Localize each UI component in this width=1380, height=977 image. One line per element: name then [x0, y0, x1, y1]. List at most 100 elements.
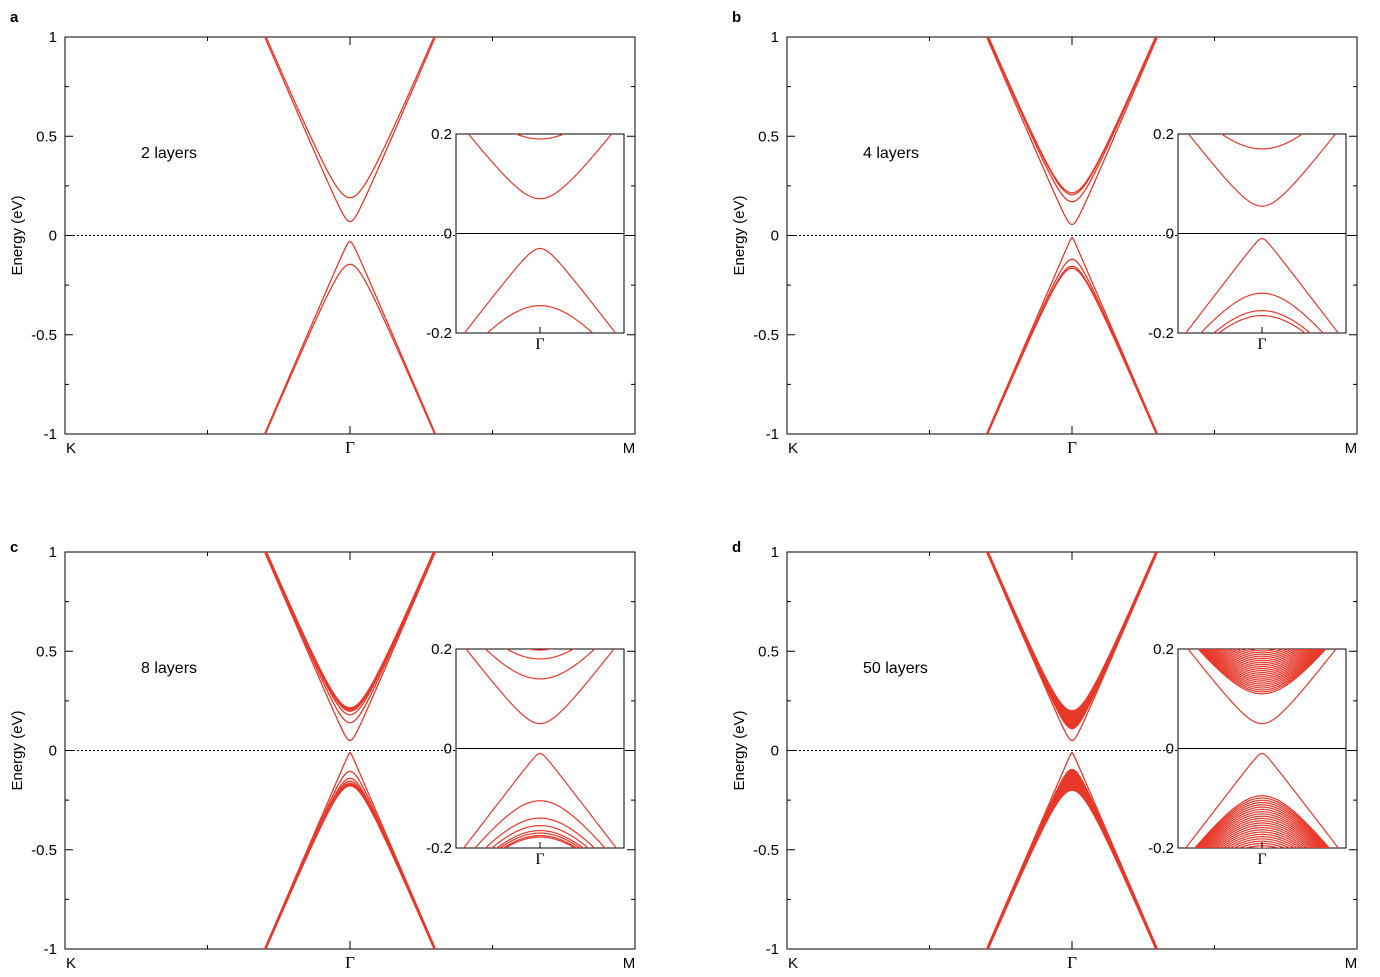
inset-band-lines: [452, 593, 628, 848]
x-tick-label: K: [788, 955, 798, 972]
inset-valence-band: [1200, 808, 1324, 848]
y-axis-label: Energy (eV): [731, 710, 748, 790]
inset-valence-band: [1205, 815, 1319, 848]
inset-valence-band: [498, 832, 582, 848]
layer-count-label: 50 layers: [863, 660, 928, 677]
inset-conduction-band: [1187, 134, 1337, 207]
conduction-band: [987, 552, 1157, 712]
inset-conduction-band: [1211, 649, 1313, 673]
inset-x-tick-label: Γ: [535, 336, 544, 353]
layer-count-label: 8 layers: [141, 660, 197, 677]
inset-valence-band: [474, 800, 606, 848]
conduction-band: [987, 552, 1157, 718]
inset-y-tick-label: 0.2: [1153, 641, 1174, 658]
inset-conduction-band: [452, 593, 628, 644]
y-tick-label: 1: [49, 29, 57, 46]
conduction-band: [986, 552, 1158, 728]
y-axis-label: Energy (eV): [9, 710, 26, 790]
conduction-band: [264, 37, 436, 223]
panel-c: 1 0.5 0 -0.5 -1 K Γ M Energy (eV) c 8 layers 0.2 0 -0…: [9, 539, 636, 972]
inset-y-tick-label: -0.2: [426, 325, 452, 342]
inset-conduction-band: [1220, 134, 1304, 150]
valence-band: [987, 789, 1157, 949]
conduction-band: [986, 552, 1158, 721]
conduction-band: [986, 552, 1158, 724]
band-lines: [263, 552, 437, 949]
inset-y-tick-label: 0: [444, 741, 452, 758]
layer-count-label: 2 layers: [141, 145, 197, 162]
y-tick-label: -1: [766, 941, 779, 958]
inset-y-tick-label: 0: [1166, 226, 1174, 243]
inset-valence-band: [1214, 826, 1310, 848]
conduction-band: [986, 552, 1158, 730]
inset-conduction-band: [465, 649, 615, 725]
inset-band-lines: [1174, 80, 1350, 333]
inset-valence-band: [1197, 801, 1327, 848]
y-tick-label: -1: [44, 426, 57, 443]
inset-y-tick-label: 0.2: [431, 126, 452, 143]
inset-valence-band: [1217, 829, 1307, 848]
inset-valence-band: [504, 836, 576, 848]
valence-band: [264, 263, 436, 434]
inset-y-tick-label: -0.2: [426, 840, 452, 857]
inset-conduction-band: [1215, 649, 1309, 670]
inset-y-tick-label: 0: [1166, 741, 1174, 758]
conduction-band: [986, 552, 1158, 727]
conduction-band: [986, 552, 1158, 727]
valence-band: [265, 785, 435, 949]
y-tick-label: 0: [771, 743, 779, 760]
conduction-band: [265, 552, 435, 709]
inset-conduction-band: [1198, 649, 1326, 693]
inset-valence-band: [463, 247, 617, 333]
inset-conduction-band: [1187, 649, 1337, 725]
inset-valence-band: [495, 829, 585, 848]
x-tick-label: Γ: [345, 438, 355, 457]
inset-conduction-band: [1200, 649, 1324, 689]
conduction-band: [986, 552, 1158, 725]
inset-conduction-band: [1197, 649, 1327, 695]
inset-valence-band: [1198, 804, 1326, 848]
band-lines: [263, 37, 437, 434]
inset-valence-band: [1228, 838, 1296, 848]
x-tick-label: M: [623, 440, 636, 457]
conduction-band: [987, 552, 1157, 714]
inset-valence-band: [1219, 831, 1305, 848]
y-tick-label: 0.5: [36, 128, 57, 145]
valence-band: [986, 265, 1158, 434]
inset-conduction-band: [1208, 649, 1316, 677]
conduction-band: [986, 552, 1158, 720]
inset: 0.2 0 -0.2 Γ: [426, 593, 628, 868]
y-tick-label: -0.5: [31, 842, 57, 859]
y-axis-label: Energy (eV): [9, 195, 26, 275]
inset-valence-band: [1208, 820, 1316, 848]
inset-y-tick-label: 0: [444, 226, 452, 243]
inset-conduction-band: [1204, 649, 1320, 683]
conduction-band: [987, 552, 1157, 714]
conduction-band: [986, 552, 1158, 724]
inset-conduction-band: [505, 649, 575, 660]
inset-conduction-band: [467, 134, 613, 200]
panel-letter: c: [10, 539, 18, 556]
inset-conduction-band: [1199, 649, 1325, 691]
x-tick-label: K: [788, 440, 798, 457]
inset-valence-band: [462, 752, 618, 848]
y-tick-label: 0: [771, 228, 779, 245]
inset-conduction-band: [1219, 649, 1305, 666]
x-tick-label: K: [66, 440, 76, 457]
valence-band: [985, 236, 1159, 434]
inset-conduction-band: [1174, 80, 1350, 132]
x-tick-label: Γ: [1067, 953, 1077, 972]
y-tick-label: 0: [49, 228, 57, 245]
inset-valence-band: [1206, 817, 1318, 848]
inset-conduction-band: [1222, 649, 1302, 664]
inset-conduction-band: [1205, 649, 1319, 681]
conduction-band: [987, 552, 1157, 713]
inset-valence-band: [1200, 292, 1324, 333]
valence-band: [986, 258, 1158, 434]
x-tick-label: Γ: [345, 953, 355, 972]
inset-valence-band: [1232, 840, 1292, 848]
conduction-band: [986, 552, 1158, 722]
inset-valence-band: [1222, 833, 1302, 848]
inset-valence-band: [1184, 237, 1340, 333]
panel-b: 1 0.5 0 -0.5 -1 K Γ M Energy (eV) b 4 layers 0.2 0 -0…: [731, 9, 1358, 457]
